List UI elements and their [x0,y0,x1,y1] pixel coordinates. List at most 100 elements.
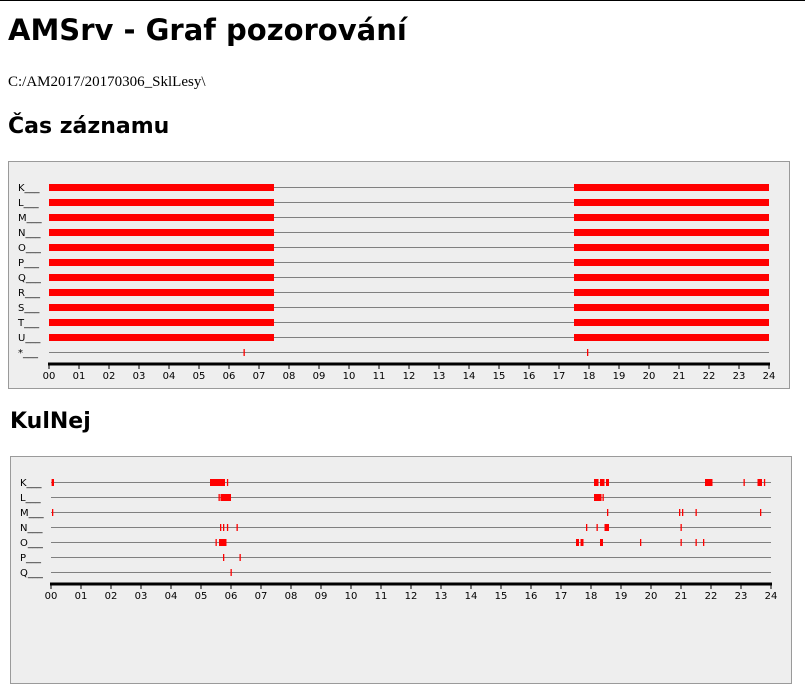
row-label: L___ [18,198,40,209]
activity-bar [594,494,602,501]
x-tick-label: 14 [465,591,478,602]
x-tick-label: 01 [75,591,88,602]
activity-bar [210,479,225,486]
event-mark [703,539,705,546]
chart-title-kulnej: KulNej [10,409,91,434]
x-tick-label: 05 [193,371,206,382]
row-label: L___ [20,493,42,504]
folder-path: C:/AM2017/20170306_SklLesy\ [8,74,206,90]
row-label: K___ [18,183,41,194]
x-tick-label: 01 [73,371,86,382]
activity-bar [49,304,274,311]
event-mark [695,539,697,546]
event-mark [239,554,241,561]
x-tick-label: 14 [463,371,476,382]
event-mark [226,479,229,486]
activity-bar [49,214,274,221]
x-tick-label: 11 [375,591,388,602]
x-tick-label: 02 [103,371,116,382]
activity-bar [574,184,769,191]
event-mark [695,509,697,516]
x-tick-label: 15 [493,371,506,382]
chart-panel-recording-time: K___ L___ M___ N___ O___ P___ Q___ R___ S___ T___… [8,161,790,389]
x-tick-label: 10 [343,371,356,382]
x-tick-label: 07 [255,591,268,602]
activity-bar [220,494,231,501]
event-mark [760,509,762,516]
row-label: Q___ [18,273,42,284]
activity-bar [576,539,579,546]
event-mark [640,539,642,546]
x-tick-label: 02 [105,591,118,602]
event-mark [52,509,54,516]
x-tick-label: 12 [403,371,416,382]
x-tick-label: 03 [135,591,148,602]
x-tick-label: 17 [555,591,568,602]
event-mark [607,509,609,516]
x-tick-label: 22 [705,591,718,602]
activity-bar [574,274,769,281]
x-tick-label: 21 [675,591,688,602]
activity-bar [51,479,54,486]
row-label: Q___ [20,568,44,579]
activity-bar [574,259,769,266]
page-title: AMSrv - Graf pozorování [8,13,407,47]
x-tick-label: 00 [43,371,56,382]
x-tick-label: 21 [673,371,686,382]
row-label: *___ [18,348,39,359]
row-label: P___ [20,553,42,564]
row-label: O___ [18,243,42,254]
row-label: M___ [18,213,43,224]
activity-bar [574,244,769,251]
activity-bar [594,479,599,486]
activity-bar [49,244,274,251]
activity-bar [580,539,584,546]
event-mark [679,509,681,516]
event-mark [223,524,225,531]
activity-bar [574,289,769,296]
x-tick-label: 10 [345,591,358,602]
x-tick-label: 08 [285,591,298,602]
activity-bar [574,334,769,341]
x-tick-label: 13 [433,371,446,382]
x-tick-label: 04 [165,591,178,602]
x-tick-label: 05 [195,591,208,602]
row-label: R___ [18,288,41,299]
x-tick-label: 06 [225,591,238,602]
x-tick-label: 04 [163,371,176,382]
event-mark [682,509,684,516]
event-mark [596,524,598,531]
event-mark [215,539,217,546]
event-mark [587,349,589,356]
activity-bar [219,539,227,546]
x-tick-label: 22 [703,371,716,382]
row-label: U___ [18,333,41,344]
x-tick-label: 19 [615,591,628,602]
event-mark [218,494,220,501]
event-mark [680,524,682,531]
row-label: P___ [18,258,40,269]
x-tick-label: 00 [45,591,58,602]
event-mark [586,524,588,531]
x-tick-label: 16 [525,591,538,602]
activity-bar [49,334,274,341]
chart-panel-kulnej: K___ L___ M___ N___ O___ P___ Q___ 00 01 02 03 04 05… [10,456,792,684]
activity-bar [574,199,769,206]
x-tick-label: 18 [583,371,596,382]
row-label: N___ [18,228,41,239]
x-tick-label: 18 [585,591,598,602]
x-tick-label: 16 [523,371,536,382]
x-tick-label: 08 [283,371,296,382]
activity-bar [49,259,274,266]
x-tick-label: 15 [495,591,508,602]
x-tick-label: 20 [645,591,658,602]
chart-kulnej: K___ L___ M___ N___ O___ P___ Q___ 00 01 02 03 04 05… [20,478,777,602]
row-label: M___ [20,508,45,519]
activity-bar [574,229,769,236]
activity-bar [49,184,274,191]
x-tick-label: 20 [643,371,656,382]
x-tick-label: 09 [315,591,328,602]
event-mark [220,524,222,531]
event-mark [223,554,225,561]
row-label: O___ [20,538,44,549]
